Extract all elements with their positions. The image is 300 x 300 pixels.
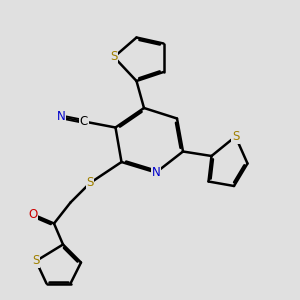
Text: S: S — [32, 254, 40, 268]
Text: S: S — [86, 176, 94, 190]
Text: S: S — [110, 50, 118, 64]
Text: C: C — [80, 115, 88, 128]
Text: S: S — [232, 130, 239, 143]
Text: O: O — [28, 208, 38, 221]
Text: N: N — [57, 110, 66, 124]
Text: N: N — [152, 166, 160, 179]
